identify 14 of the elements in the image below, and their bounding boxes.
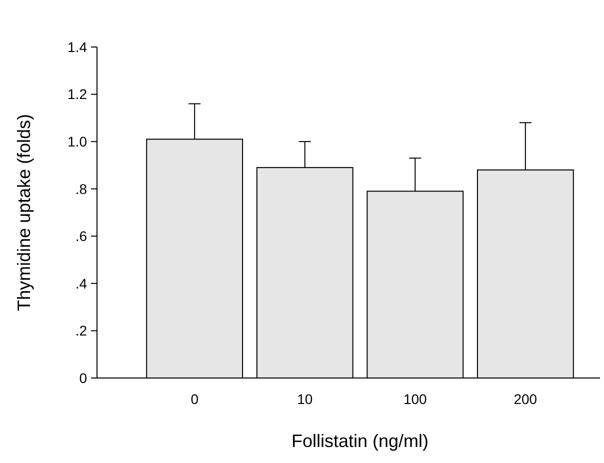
y-tick-label: 0 xyxy=(79,370,88,386)
y-tick-label: .4 xyxy=(75,275,88,292)
x-tick-label: 10 xyxy=(297,391,313,407)
y-tick-label: 1.0 xyxy=(68,133,88,150)
y-axis-title: Thymidine uptake (folds) xyxy=(14,114,34,312)
y-tick-label: .8 xyxy=(75,180,88,197)
y-tick-label: .2 xyxy=(75,322,88,339)
x-tick-label: 100 xyxy=(403,391,428,407)
x-tick-label: 200 xyxy=(514,391,538,407)
y-tick-label: .6 xyxy=(75,228,88,244)
x-tick-label: 0 xyxy=(190,391,199,407)
y-tick-label: 1.4 xyxy=(68,38,88,55)
x-axis-title: Follistatin (ng/ml) xyxy=(291,431,429,451)
y-tick-label: 1.2 xyxy=(68,86,88,102)
